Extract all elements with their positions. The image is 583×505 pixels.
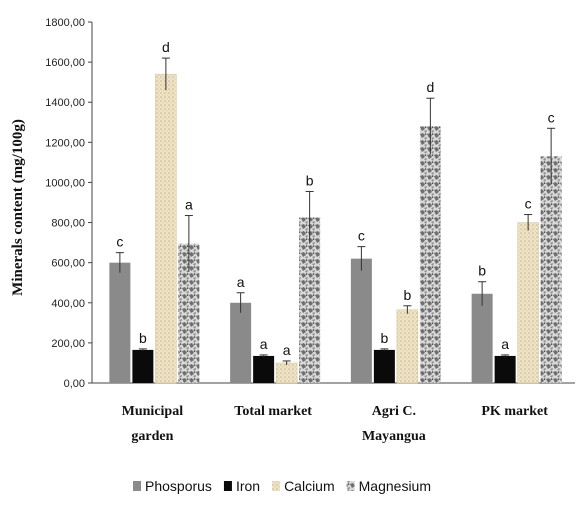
y-tick-label: 1800,00: [45, 17, 85, 29]
significance-letter: d: [162, 39, 170, 55]
y-tick-label: 1000,00: [45, 177, 85, 189]
y-tick-label: 200,00: [51, 338, 85, 350]
significance-letter: d: [426, 79, 434, 95]
significance-letter: a: [260, 336, 268, 352]
significance-letter: b: [478, 263, 486, 279]
legend-label: Magnesium: [359, 478, 431, 494]
significance-letter: c: [525, 196, 532, 212]
significance-letter: c: [548, 109, 555, 125]
bar: [419, 126, 441, 384]
x-tick-label: Municipal: [122, 404, 184, 419]
bar: [494, 355, 516, 383]
y-tick-label: 0,00: [64, 378, 85, 390]
y-tick-label: 400,00: [51, 298, 85, 310]
legend-label: Phosporus: [145, 478, 212, 494]
x-tick-label: garden: [131, 429, 173, 444]
legend-swatch: [272, 481, 281, 491]
significance-letter: b: [403, 287, 411, 303]
y-tick-label: 1200,00: [45, 137, 85, 149]
x-tick-label: Agri C.: [372, 404, 416, 419]
bar: [517, 222, 539, 384]
significance-letter: c: [358, 228, 365, 244]
bar: [396, 309, 419, 384]
significance-letter: b: [139, 330, 147, 346]
bar: [540, 156, 562, 383]
bar: [109, 262, 131, 383]
significance-letter: a: [283, 342, 291, 358]
bar: [230, 302, 252, 383]
y-tick-label: 1600,00: [45, 57, 85, 69]
bar: [275, 362, 298, 384]
legend-swatch: [346, 481, 355, 491]
bars: [109, 57, 562, 384]
legend: Phosporus Iron Calcium Magnesium: [133, 478, 431, 494]
bar: [253, 355, 275, 383]
significance-letter: a: [237, 274, 245, 290]
significance-letter: c: [116, 234, 123, 250]
y-tick-label: 1400,00: [45, 97, 85, 109]
axes: 0,00 200,00 400,00 600,00 800,00 1000,00 1200,…: [10, 17, 575, 390]
y-tick-label: 600,00: [51, 258, 85, 270]
bar: [178, 243, 200, 383]
legend-swatch: [133, 481, 141, 491]
x-tick-label: Mayangua: [362, 429, 426, 444]
significance-letter: b: [380, 330, 388, 346]
x-tick-label: PK market: [481, 404, 548, 419]
legend-label: Iron: [236, 478, 260, 494]
significance-letter: a: [501, 336, 509, 352]
x-tick-label: Total market: [234, 404, 312, 419]
bar: [299, 217, 321, 383]
legend-label: Calcium: [284, 478, 335, 494]
significance-letter: a: [185, 197, 193, 213]
bar: [350, 258, 372, 383]
bar: [132, 349, 154, 383]
bar: [373, 349, 395, 383]
bar: [471, 293, 493, 383]
y-tick-label: 800,00: [51, 218, 85, 230]
bar: [155, 73, 177, 384]
y-axis-label: Minerals content (mg/100g): [10, 119, 26, 296]
significance-letter: b: [306, 172, 314, 188]
legend-swatch: [223, 481, 232, 491]
